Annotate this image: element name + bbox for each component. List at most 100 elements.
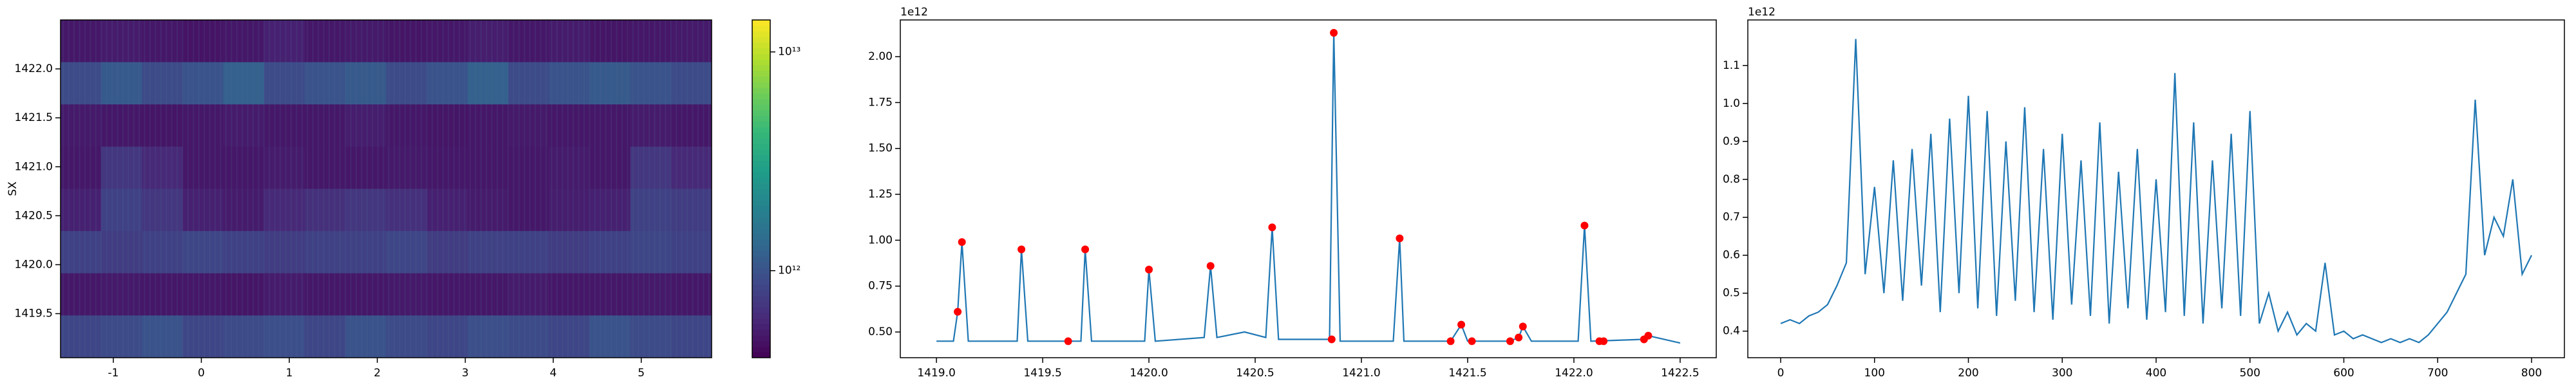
axes-frame: [60, 19, 712, 358]
colorbar-step: [752, 324, 770, 330]
heatmap-cell: [670, 315, 712, 358]
heatmap-cell: [142, 62, 184, 105]
heatmap-cell: [345, 188, 386, 232]
heatmap-cell: [263, 104, 305, 147]
heatmap-cell: [549, 146, 590, 189]
heatmap-cell: [101, 315, 142, 358]
heatmap-cell: [467, 273, 509, 316]
colorbar-step: [752, 256, 770, 262]
heatmap-cell: [630, 104, 672, 147]
axes-frame: [752, 19, 771, 358]
heatmap-cell: [101, 146, 142, 189]
y-tick-label: 1.00: [868, 234, 893, 246]
heatmap-cell: [61, 273, 102, 316]
x-tick-label: 5: [638, 367, 645, 380]
heatmap-cell: [589, 273, 631, 316]
heatmap-cell: [223, 315, 265, 358]
heatmap-cell: [345, 62, 386, 105]
colorbar-step: [752, 178, 770, 184]
y-tick-label: 2.00: [868, 50, 893, 63]
heatmap-cell: [508, 273, 549, 316]
x-tick-label: 2: [374, 367, 381, 380]
colorbar-step: [752, 290, 770, 297]
heatmap-cell: [182, 62, 224, 105]
heatmap-cell: [426, 273, 468, 316]
heatmap-cell: [467, 62, 509, 105]
colorbar-step: [752, 188, 770, 195]
heatmap-cell: [305, 62, 346, 105]
heatmap-cell: [386, 315, 428, 358]
x-tick-label: -1: [108, 367, 118, 380]
heatmap-cell: [508, 20, 549, 63]
heatmap-cell: [670, 231, 712, 274]
x-tick-label: 1421.5: [1448, 367, 1486, 380]
colorbar-step: [752, 65, 770, 71]
colorbar-step: [752, 82, 770, 88]
heatmap-cell: [305, 315, 346, 358]
heatmap-cell: [670, 273, 712, 316]
colorbar-step: [752, 59, 770, 66]
heatmap-cell: [467, 231, 509, 274]
heatmap-cell: [426, 231, 468, 274]
heatmap-cell: [670, 20, 712, 63]
heatmap-cell: [630, 20, 672, 63]
heatmap-cell: [630, 62, 672, 105]
heatmap-cell: [101, 104, 142, 147]
axes-frame: [1747, 19, 2565, 358]
heatmap-cell: [61, 231, 102, 274]
peak-marker: [1327, 335, 1336, 344]
heatmap-cell: [670, 188, 712, 232]
colorbar-tick-label: 10¹³: [778, 46, 800, 59]
colorbar-step: [752, 143, 770, 150]
y-tick-label: 0.6: [1723, 249, 1740, 262]
colorbar-step: [752, 25, 770, 32]
colorbar-step: [752, 205, 770, 212]
plot-area: [936, 28, 1681, 345]
heatmap-cell: [61, 104, 102, 147]
peak-marker: [1396, 234, 1404, 243]
x-tick-label: 1420.0: [1130, 367, 1168, 380]
y-tick-label: 0.50: [868, 326, 893, 338]
x-tick-label: 0: [1777, 367, 1785, 380]
heatmap-cell: [263, 62, 305, 105]
peak-marker: [958, 238, 966, 246]
colorbar-step: [752, 340, 770, 347]
y-tick-label: 0.75: [868, 280, 893, 293]
y-tick-label: 0.4: [1723, 325, 1740, 338]
heatmap-cell: [670, 146, 712, 189]
y-tick-label: 1421.5: [15, 111, 53, 124]
x-tick-label: 500: [2240, 367, 2260, 380]
heatmap-cell: [630, 146, 672, 189]
heatmap-cell: [61, 188, 102, 232]
heatmap-cell: [386, 62, 428, 105]
heatmap-cell: [549, 104, 590, 147]
y-axis-label: SX: [6, 181, 19, 196]
heatmap-cell: [670, 62, 712, 105]
heatmap-cell: [426, 62, 468, 105]
heatmap-cell: [142, 231, 184, 274]
heatmap-cell: [549, 188, 590, 232]
colorbar-step: [752, 223, 770, 229]
colorbar-step: [752, 87, 770, 94]
x-tick-label: 1419.5: [1023, 367, 1061, 380]
heatmap-cell: [223, 104, 265, 147]
heatmap-cell: [589, 188, 631, 232]
data-line: [936, 32, 1681, 344]
heatmap-cell: [549, 20, 590, 63]
y-tick-label: 1.75: [868, 96, 893, 109]
colorbar-step: [752, 262, 770, 268]
colorbar-step: [752, 172, 770, 178]
colorbar-step: [752, 138, 770, 144]
colorbar-step: [752, 245, 770, 252]
peak-marker: [1064, 337, 1072, 345]
heatmap-cell: [508, 315, 549, 358]
x-tick-label: 800: [2521, 367, 2542, 380]
heatmap-cell: [263, 273, 305, 316]
x-tick-label: 0: [198, 367, 205, 380]
colorbar-step: [752, 37, 770, 43]
colorbar-step: [752, 268, 770, 274]
peak-marker: [1519, 322, 1527, 331]
y-tick-label: 0.7: [1723, 211, 1740, 224]
colorbar-step: [752, 279, 770, 285]
